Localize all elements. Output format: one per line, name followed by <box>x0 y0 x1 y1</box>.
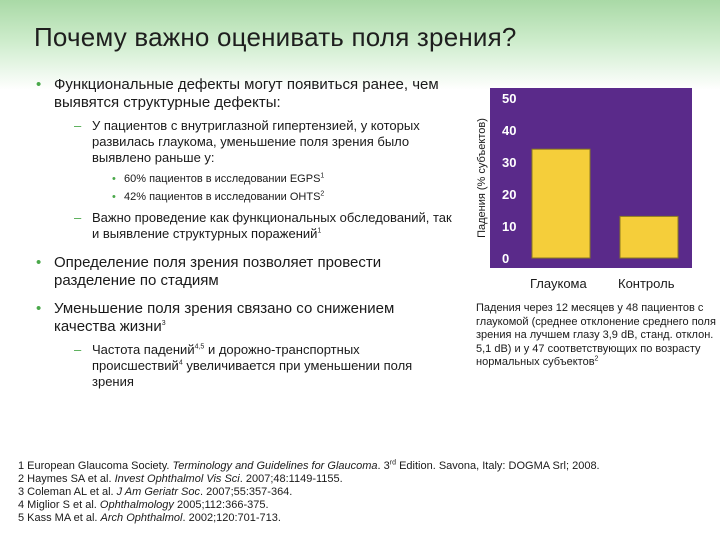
dash-marker: – <box>74 118 82 133</box>
dash-marker: – <box>74 342 82 357</box>
category-label-glaucoma: Глаукома <box>530 276 587 291</box>
y-tick-label: 30 <box>502 155 516 170</box>
y-axis-label: Падения (% субъектов) <box>476 117 488 238</box>
falls-bar-chart: 0 10 20 30 40 50 <box>490 88 692 268</box>
y-tick-label: 20 <box>502 187 516 202</box>
y-tick-label: 10 <box>502 219 516 234</box>
reference-item: 4 Miglior S et al. Ophthalmology 2005;11… <box>18 499 269 511</box>
bullet-functional-defects: • Функциональные дефекты могут появиться… <box>36 76 439 111</box>
header-band <box>0 0 720 90</box>
sub-bullet-functional-exams: – Важно проведение как функциональных об… <box>74 210 452 241</box>
page-title: Почему важно оценивать поля зрения? <box>34 22 517 52</box>
sub-sub-bullet-ohts: • 42% пациентов в исследовании OHTS2 <box>112 190 325 203</box>
bar-glaucoma <box>531 148 591 259</box>
bullet-marker: • <box>36 76 42 93</box>
bullet-marker: • <box>112 173 116 185</box>
reference-item: 2 Haymes SA et al. Invest Ophthalmol Vis… <box>18 473 343 485</box>
bullet-marker: • <box>36 300 42 317</box>
category-label-control: Контроль <box>618 276 675 291</box>
bullet-marker: • <box>36 254 42 271</box>
reference-item: 5 Kass MA et al. Arch Ophthalmol. 2002;1… <box>18 512 281 524</box>
bullet-quality-of-life: • Уменьшение поля зрения связано со сниж… <box>36 300 395 335</box>
references: 1 European Glaucoma Society. Terminology… <box>18 459 718 525</box>
bar-control <box>619 215 679 259</box>
chart-caption: Падения через 12 месяцев у 48 пациентов … <box>476 302 716 368</box>
dash-marker: – <box>74 210 82 225</box>
sub-bullet-falls: – Частота падений4,5 и дорожно-транспорт… <box>74 342 413 389</box>
y-tick-label: 40 <box>502 123 516 138</box>
sub-bullet-hypertension: – У пациентов с внутриглазной гипертензи… <box>74 118 420 165</box>
reference-item: 3 Coleman AL et al. J Am Geriatr Soc. 20… <box>18 486 293 498</box>
reference-item: 1 European Glaucoma Society. Terminology… <box>18 459 600 472</box>
bullet-list: • Функциональные дефекты могут появиться… <box>32 76 452 396</box>
bullet-staging: • Определение поля зрения позволяет пров… <box>36 254 382 289</box>
y-tick-label: 0 <box>502 251 509 266</box>
bullet-marker: • <box>112 191 116 203</box>
y-tick-label: 50 <box>502 91 516 106</box>
sub-sub-bullet-egps: • 60% пациентов в исследовании EGPS1 <box>112 172 325 185</box>
